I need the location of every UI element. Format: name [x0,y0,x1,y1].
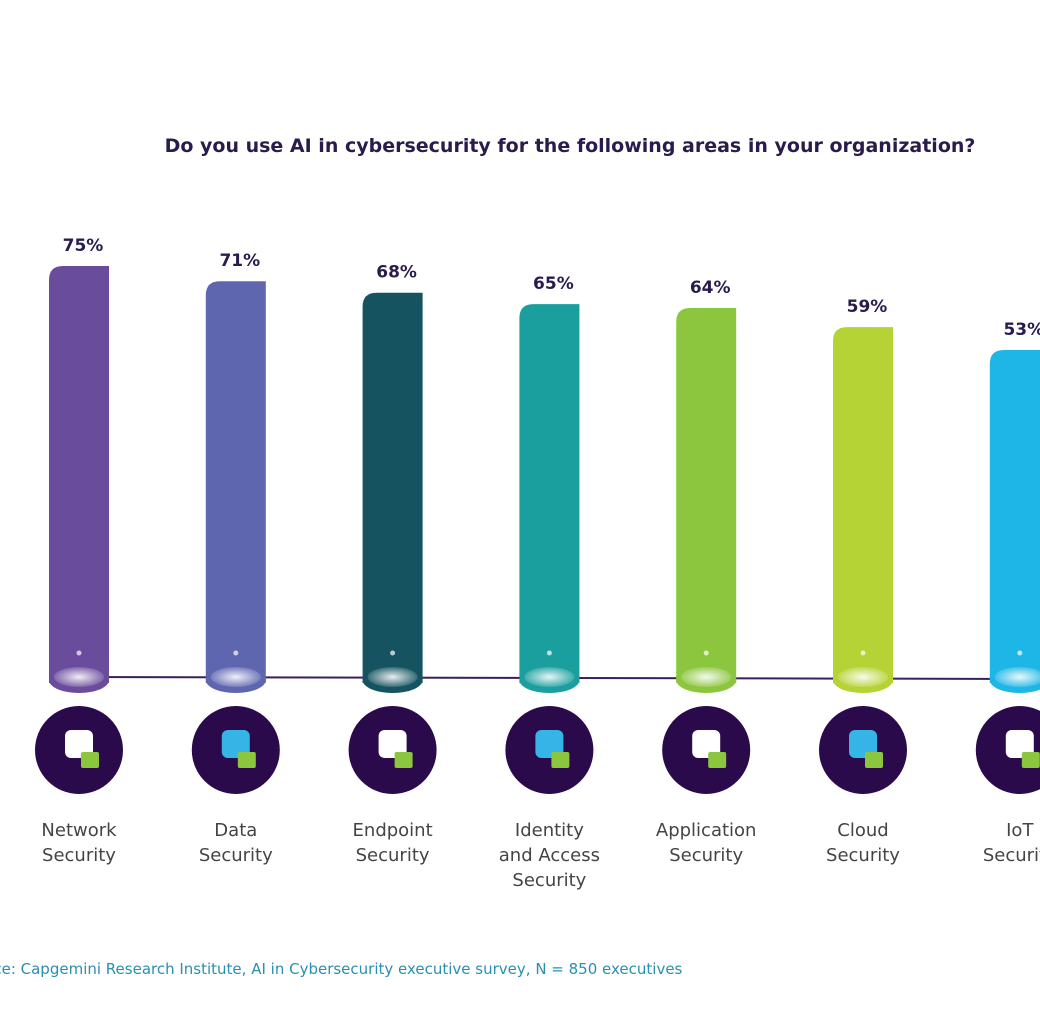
category-label: Application Security [631,818,781,868]
value-label: 64% [690,278,731,298]
bar-light [76,650,82,656]
bar-light [390,650,396,656]
iot-hub-icon [975,706,1040,794]
bar-glow [838,667,888,687]
value-label: 71% [219,251,260,271]
category-label-line: Security [512,870,587,891]
bar-glow [210,667,261,687]
bar-glow [54,667,104,687]
category-label-line: Security [826,845,900,866]
bar [205,281,266,683]
category-label-line: Security [198,845,273,866]
value-label: 59% [847,297,888,317]
category-label-line: Data [214,820,258,841]
value-label: 75% [63,236,104,256]
category-label-line: Endpoint [352,820,433,841]
bar-glow [994,667,1040,687]
chart-title: Do you use AI in cybersecurity for the f… [164,135,976,157]
category-label-line: Security [42,845,116,866]
category-label-line: Cloud [837,820,889,841]
bar-glow [681,667,732,687]
category-label-line: Network [41,820,117,841]
bar [989,350,1040,683]
value-label: 65% [533,274,574,294]
category-label-line: Application [655,820,757,841]
database-lock-icon [191,706,280,794]
bar-light [703,650,709,656]
category-label: Endpoint Security [318,818,468,868]
bar [362,292,423,683]
identity-user-icon [505,706,594,794]
category-label-line: and Access [498,845,600,866]
bar [49,265,109,683]
bar-glow [524,667,575,687]
source-note: urce: Capgemini Research Institute, AI i… [0,960,683,978]
bar-light [546,650,552,656]
category-label: Cloud Security [788,818,938,868]
category-label-line: Security [982,845,1040,866]
value-label: 68% [376,263,417,283]
endpoint-network-icon [348,706,437,794]
network-lock-icon [35,706,123,794]
bar [519,304,580,683]
bar-light [860,650,866,656]
bar [833,327,893,683]
category-label-line: IoT [1006,820,1034,841]
bar-light [1017,650,1023,656]
category-label-line: Security [669,845,744,866]
bar-light [233,650,239,656]
category-label: Data Security [161,818,311,868]
cloud-lock-icon [819,706,907,794]
value-label: 53% [1003,320,1040,340]
category-label: Identity and Access Security [474,818,624,893]
bar [676,307,737,683]
category-label-line: Security [355,845,430,866]
bar-glow [367,667,418,687]
category-label-line: Identity [514,820,584,841]
category-label: Network Security [4,818,154,868]
category-label: IoT Security [945,818,1040,868]
mobile-app-lock-icon [662,706,751,794]
